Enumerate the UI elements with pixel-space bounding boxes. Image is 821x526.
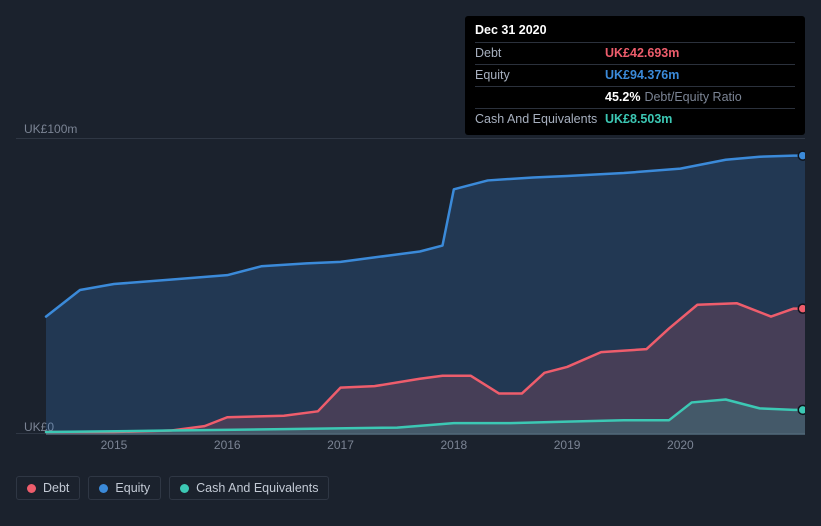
end-marker-equity (798, 151, 805, 160)
debt-equity-chart[interactable] (16, 138, 805, 434)
tooltip-label: Cash And Equivalents (475, 111, 605, 128)
legend-label: Equity (115, 481, 150, 495)
legend-dot (99, 484, 108, 493)
x-axis-tick: 2018 (440, 438, 467, 452)
end-marker-cash (798, 405, 805, 414)
x-axis-tick: 2015 (101, 438, 128, 452)
tooltip-value: UK£8.503m (605, 111, 672, 128)
tooltip-row-ratio: 45.2%Debt/Equity Ratio (475, 86, 795, 108)
legend-item-debt[interactable]: Debt (16, 476, 80, 500)
tooltip-value: UK£94.376m (605, 67, 679, 84)
x-axis-tick: 2019 (554, 438, 581, 452)
end-marker-debt (798, 304, 805, 313)
legend-label: Debt (43, 481, 69, 495)
legend-dot (27, 484, 36, 493)
x-axis-tick: 2017 (327, 438, 354, 452)
legend-item-cash-and-equivalents[interactable]: Cash And Equivalents (169, 476, 329, 500)
tooltip-row-equity: Equity UK£94.376m (475, 64, 795, 86)
tooltip-date: Dec 31 2020 (475, 22, 795, 42)
chart-legend: Debt Equity Cash And Equivalents (16, 476, 329, 500)
legend-label: Cash And Equivalents (196, 481, 318, 495)
x-axis-tick: 2020 (667, 438, 694, 452)
tooltip-row-debt: Debt UK£42.693m (475, 42, 795, 64)
tooltip-label: Debt (475, 45, 605, 62)
tooltip-label: Equity (475, 67, 605, 84)
chart-svg (16, 139, 805, 435)
tooltip-label (475, 89, 605, 106)
tooltip-value: UK£42.693m (605, 45, 679, 62)
chart-tooltip: Dec 31 2020 Debt UK£42.693m Equity UK£94… (465, 16, 805, 135)
tooltip-row-cash: Cash And Equivalents UK£8.503m (475, 108, 795, 130)
x-axis: 2015 2016 2017 2018 2019 2020 (16, 438, 805, 458)
legend-dot (180, 484, 189, 493)
x-axis-tick: 2016 (214, 438, 241, 452)
legend-item-equity[interactable]: Equity (88, 476, 161, 500)
y-axis-label-top: UK£100m (24, 122, 77, 136)
tooltip-value: 45.2%Debt/Equity Ratio (605, 89, 742, 106)
